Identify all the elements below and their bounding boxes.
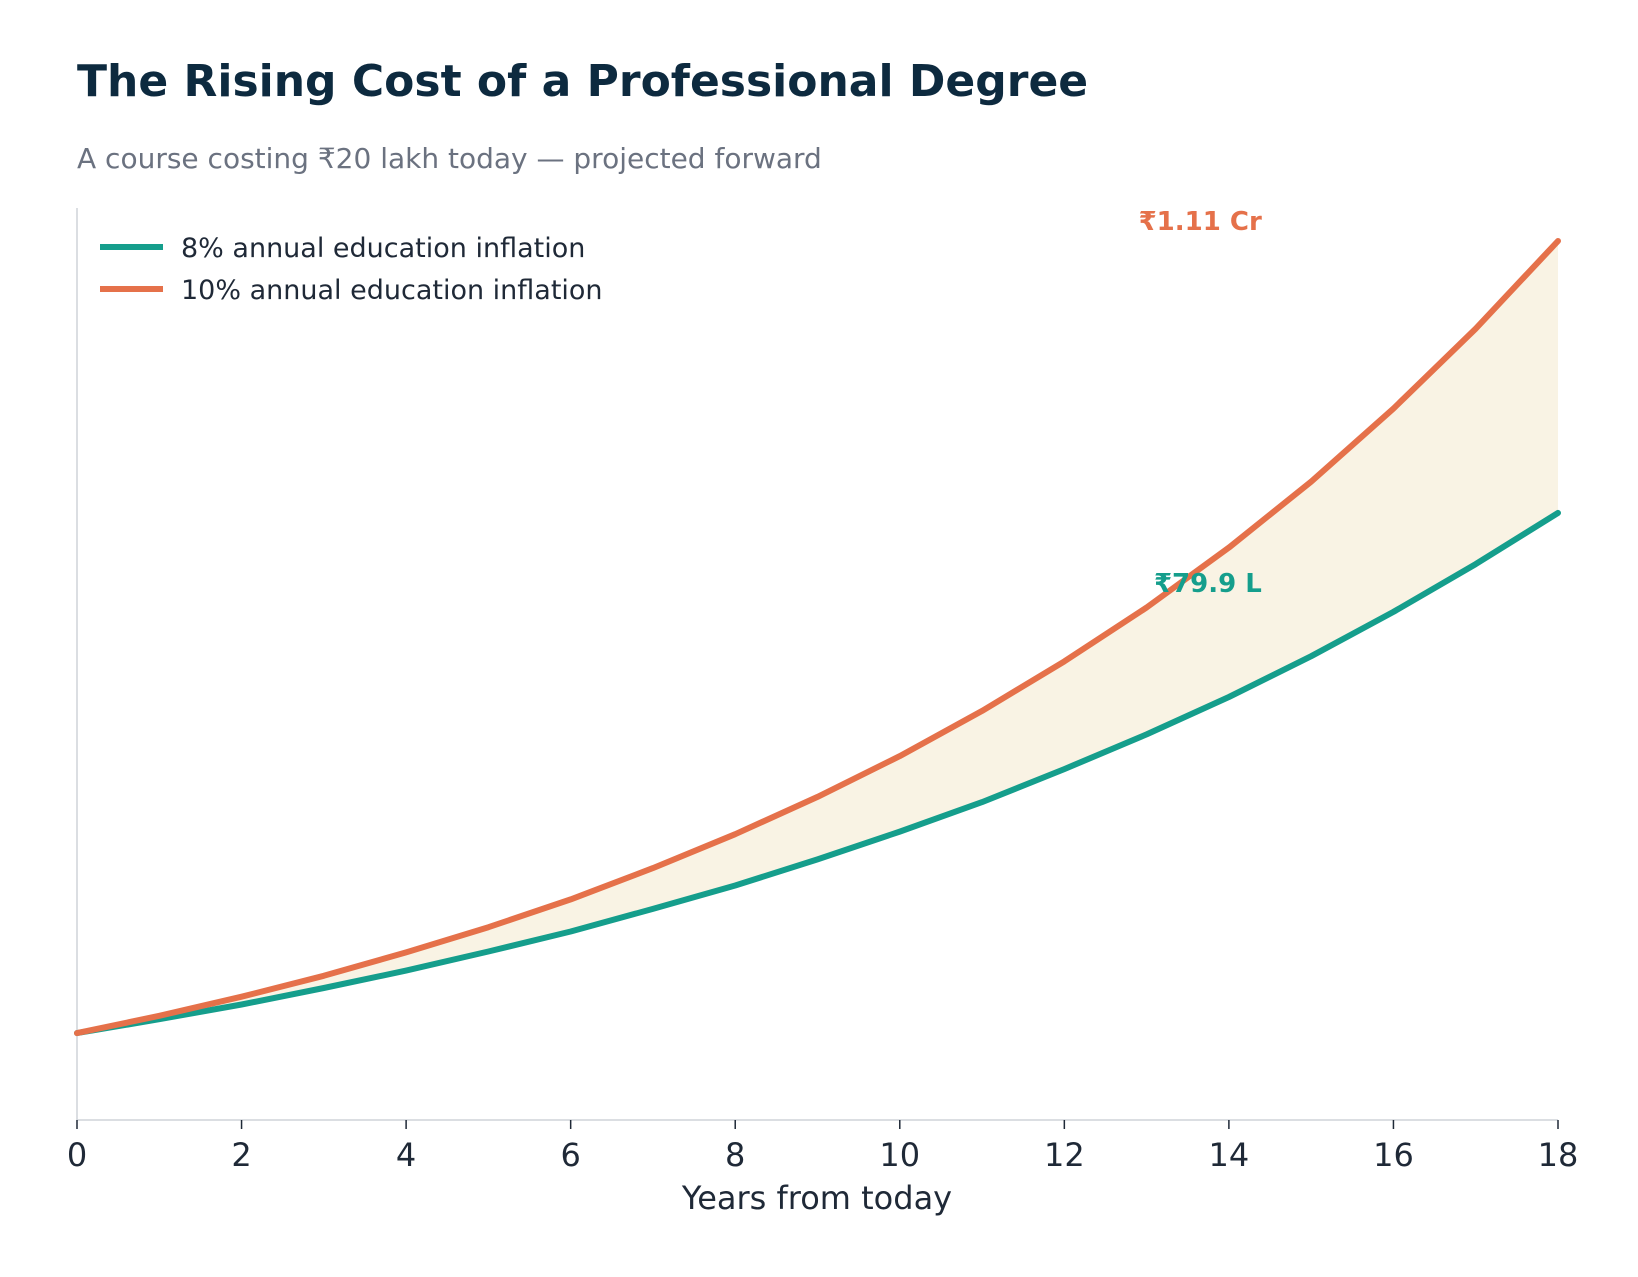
legend: 8% annual education inflation 10% annual… (100, 233, 603, 306)
end-label-10-percent: ₹1.11 Cr (1139, 207, 1262, 237)
series-line-10-percent (74, 238, 1561, 1037)
x-tick-label: 12 (1044, 1136, 1085, 1174)
gap-band-area (77, 241, 1558, 1034)
x-tick-label: 14 (1209, 1136, 1250, 1174)
x-tick-label: 10 (879, 1136, 920, 1174)
series-line-8-percent (74, 509, 1561, 1037)
x-tick-label: 16 (1373, 1136, 1414, 1174)
x-tick-label: 6 (560, 1136, 580, 1174)
legend-label-10-percent: 10% annual education inflation (181, 275, 603, 306)
legend-label-8-percent: 8% annual education inflation (181, 233, 585, 264)
x-tick-label: 0 (67, 1136, 87, 1174)
chart-subtitle: A course costing ₹20 lakh today — projec… (77, 142, 822, 175)
x-tick-label: 4 (396, 1136, 416, 1174)
x-axis-title: Years from today (681, 1179, 952, 1217)
x-tick-label: 18 (1538, 1136, 1579, 1174)
x-tick-label: 2 (231, 1136, 251, 1174)
x-tick-label: 8 (725, 1136, 745, 1174)
chart-title: The Rising Cost of a Professional Degree (77, 56, 1089, 107)
end-label-8-percent: ₹79.9 L (1154, 569, 1262, 599)
